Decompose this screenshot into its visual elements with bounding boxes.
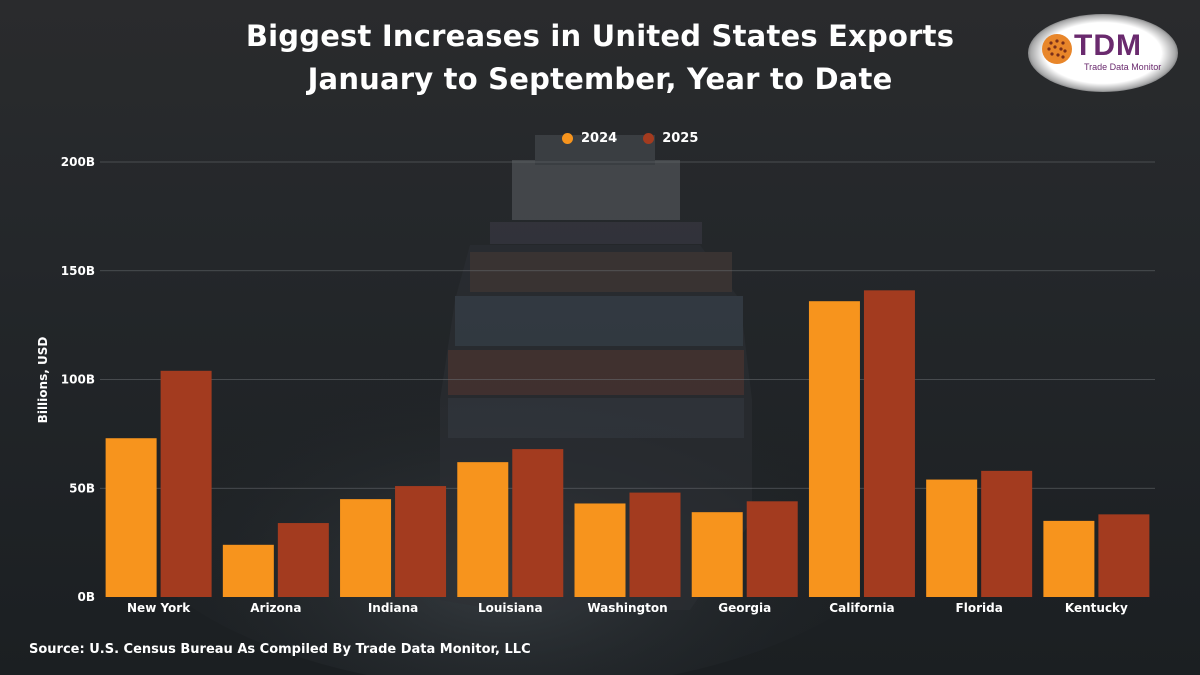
y-tick-label: 50B xyxy=(69,481,95,495)
y-tick-label: 150B xyxy=(61,264,95,278)
bar-2025-kentucky xyxy=(1098,514,1150,597)
legend-item-2024: 2024 xyxy=(562,131,617,146)
legend-item-2025: 2025 xyxy=(643,131,698,146)
x-tick-label: Kentucky xyxy=(1065,601,1128,615)
x-tick-label: Georgia xyxy=(718,601,771,615)
bar-2025-arizona xyxy=(277,523,329,597)
y-tick-label: 100B xyxy=(61,373,95,387)
x-tick-label: Arizona xyxy=(250,601,301,615)
x-axis-ticks: New York Arizona Indiana Louisiana Washingto… xyxy=(127,601,1128,615)
bar-2025-california xyxy=(863,290,915,597)
legend-label-2024: 2024 xyxy=(581,131,618,146)
grid-lines xyxy=(100,161,1155,489)
bar-2024-arizona xyxy=(222,544,274,597)
tdm-logo: TDM Trade Data Monitor xyxy=(1028,14,1178,92)
bar-2025-washington xyxy=(629,492,681,597)
bar-2024-kentucky xyxy=(1043,520,1095,597)
legend-swatch-2024 xyxy=(562,133,573,144)
y-axis-label: Billions, USD xyxy=(36,337,50,424)
globe-icon xyxy=(1042,34,1072,64)
chart-title-line-1: Biggest Increases in United States Expor… xyxy=(245,19,955,53)
bar-2025-florida xyxy=(981,470,1033,597)
bar-2024-louisiana xyxy=(457,462,509,597)
y-tick-label: 200B xyxy=(61,155,95,169)
bar-2024-california xyxy=(808,301,860,597)
x-tick-label: Louisiana xyxy=(478,601,543,615)
bar-2025-new-york xyxy=(160,370,212,597)
x-tick-label: New York xyxy=(127,601,191,615)
bar-2025-louisiana xyxy=(512,449,564,597)
bar-2024-new-york xyxy=(105,438,157,597)
source-note: Source: U.S. Census Bureau As Compiled B… xyxy=(29,642,531,657)
bar-2025-indiana xyxy=(395,486,447,597)
bar-2024-washington xyxy=(574,503,626,597)
chart-title-line-2: January to September, Year to Date xyxy=(307,62,893,96)
y-axis-ticks: 0B 50B 100B 150B 200B xyxy=(61,155,95,604)
logo-text: TDM xyxy=(1074,29,1142,62)
bar-2025-georgia xyxy=(746,501,798,597)
x-tick-label: California xyxy=(829,601,894,615)
y-tick-label: 0B xyxy=(78,590,96,604)
logo-subtext: Trade Data Monitor xyxy=(1084,62,1162,72)
bar-2024-georgia xyxy=(691,512,743,597)
bar-2024-indiana xyxy=(340,499,392,597)
chart-legend: 2024 2025 xyxy=(562,131,698,146)
x-tick-label: Washington xyxy=(587,601,667,615)
legend-swatch-2025 xyxy=(643,133,655,144)
bar-2024-florida xyxy=(926,479,978,597)
legend-label-2025: 2025 xyxy=(662,131,699,146)
x-tick-label: Indiana xyxy=(368,601,418,615)
x-tick-label: Florida xyxy=(956,601,1003,615)
bars xyxy=(105,290,1150,597)
